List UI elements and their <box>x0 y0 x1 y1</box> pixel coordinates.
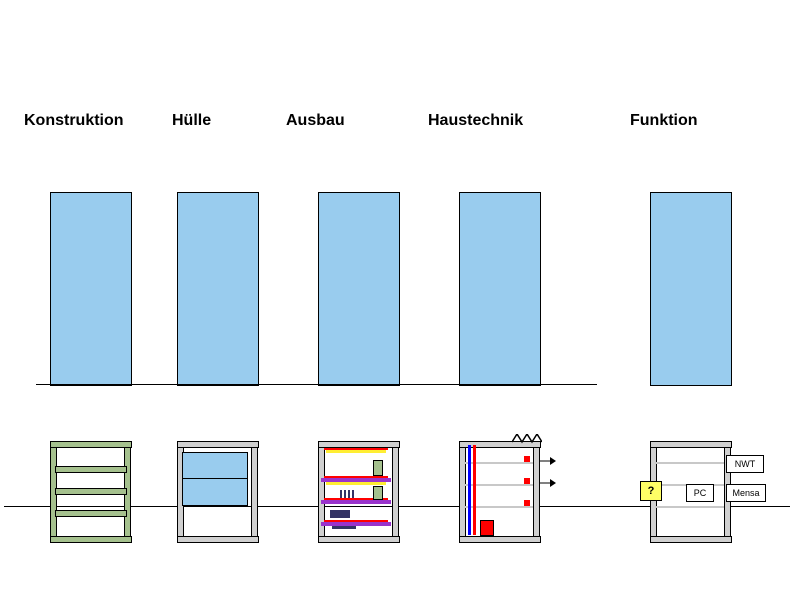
s4-arrow-2-icon <box>540 478 556 488</box>
s1-beam-3 <box>55 488 127 495</box>
s4-dot-2 <box>524 478 530 484</box>
s3-green-2 <box>373 486 383 500</box>
s3-post-d <box>352 490 354 498</box>
s3-yellow-2 <box>326 482 386 485</box>
s1-beam-1 <box>50 441 132 448</box>
s1-beam-5 <box>50 536 132 543</box>
s4-dot-1 <box>524 456 530 462</box>
label-ausbau: Ausbau <box>286 112 345 130</box>
s3-post-right <box>392 441 399 543</box>
s2-beam-top <box>177 441 259 448</box>
s5-beam-top <box>650 441 732 448</box>
s4-beam-bot <box>459 536 541 543</box>
s3-bar-2 <box>332 526 356 529</box>
block-5 <box>650 192 732 386</box>
label-huelle: Hülle <box>172 112 211 130</box>
s3-post-c <box>348 490 350 498</box>
s1-beam-2 <box>55 466 127 473</box>
ground-upper <box>36 384 597 385</box>
s4-pipe-red <box>473 445 476 535</box>
s3-green-1 <box>373 460 383 476</box>
s4-zigzag-icon <box>512 434 542 444</box>
s3-post-a <box>340 490 342 498</box>
block-4 <box>459 192 541 386</box>
block-1 <box>50 192 132 386</box>
s3-yellow-1 <box>326 450 386 453</box>
s5-q-box: ? <box>640 481 662 501</box>
label-konstruktion: Konstruktion <box>24 112 124 130</box>
s4-redbox <box>480 520 494 536</box>
s4-post-right <box>533 441 540 543</box>
block-3 <box>318 192 400 386</box>
label-haustechnik: Haustechnik <box>428 112 523 130</box>
s5-beam-bot <box>650 536 732 543</box>
s4-arrow-1-icon <box>540 456 556 466</box>
s3-post-left <box>318 441 325 543</box>
s5-mensa-box: Mensa <box>726 484 766 502</box>
s3-post-b <box>344 490 346 498</box>
s3-beam-top <box>318 441 400 448</box>
s2-post-right <box>251 441 258 543</box>
s5-shelf-3 <box>655 506 724 508</box>
s1-beam-4 <box>55 510 127 517</box>
block-2 <box>177 192 259 386</box>
s4-dot-3 <box>524 500 530 506</box>
s3-purple-2 <box>321 500 391 504</box>
label-funktion: Funktion <box>630 112 698 130</box>
s4-pipe-blue <box>468 445 471 535</box>
s4-post-left <box>459 441 466 543</box>
s2-wall-2 <box>182 478 248 506</box>
s3-bar-1 <box>330 510 350 518</box>
s2-beam-bot <box>177 536 259 543</box>
s2-wall-1 <box>182 452 248 480</box>
s5-nwt-box: NWT <box>726 455 764 473</box>
s5-shelf-1 <box>655 462 724 464</box>
s5-pc-box: PC <box>686 484 714 502</box>
s3-beam-bot <box>318 536 400 543</box>
